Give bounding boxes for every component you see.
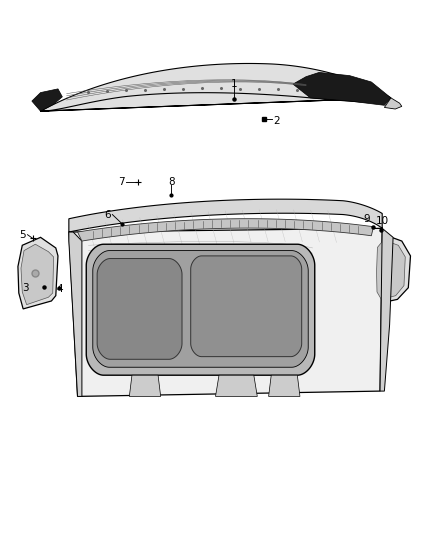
Text: 10: 10 bbox=[376, 216, 389, 227]
Polygon shape bbox=[69, 199, 382, 232]
Text: 3: 3 bbox=[22, 282, 28, 293]
Text: 2: 2 bbox=[273, 116, 280, 126]
Polygon shape bbox=[268, 375, 300, 397]
Polygon shape bbox=[18, 237, 58, 309]
Polygon shape bbox=[86, 244, 315, 375]
Polygon shape bbox=[215, 375, 257, 397]
Polygon shape bbox=[21, 244, 53, 305]
Polygon shape bbox=[129, 375, 161, 397]
Text: 4: 4 bbox=[57, 284, 64, 294]
Text: 8: 8 bbox=[168, 176, 174, 187]
Polygon shape bbox=[380, 228, 393, 391]
Text: 9: 9 bbox=[364, 214, 370, 224]
Text: 7: 7 bbox=[118, 176, 124, 187]
Polygon shape bbox=[78, 219, 374, 241]
Polygon shape bbox=[374, 235, 410, 304]
Polygon shape bbox=[41, 63, 391, 111]
Polygon shape bbox=[69, 228, 382, 397]
Polygon shape bbox=[69, 232, 82, 397]
Polygon shape bbox=[293, 72, 391, 106]
Polygon shape bbox=[191, 256, 302, 357]
Text: 6: 6 bbox=[105, 209, 111, 220]
Polygon shape bbox=[93, 251, 308, 367]
Polygon shape bbox=[32, 89, 62, 111]
Text: 5: 5 bbox=[19, 230, 25, 240]
Text: 1: 1 bbox=[231, 78, 237, 88]
Polygon shape bbox=[97, 259, 182, 359]
Polygon shape bbox=[385, 98, 402, 109]
Polygon shape bbox=[377, 240, 405, 300]
